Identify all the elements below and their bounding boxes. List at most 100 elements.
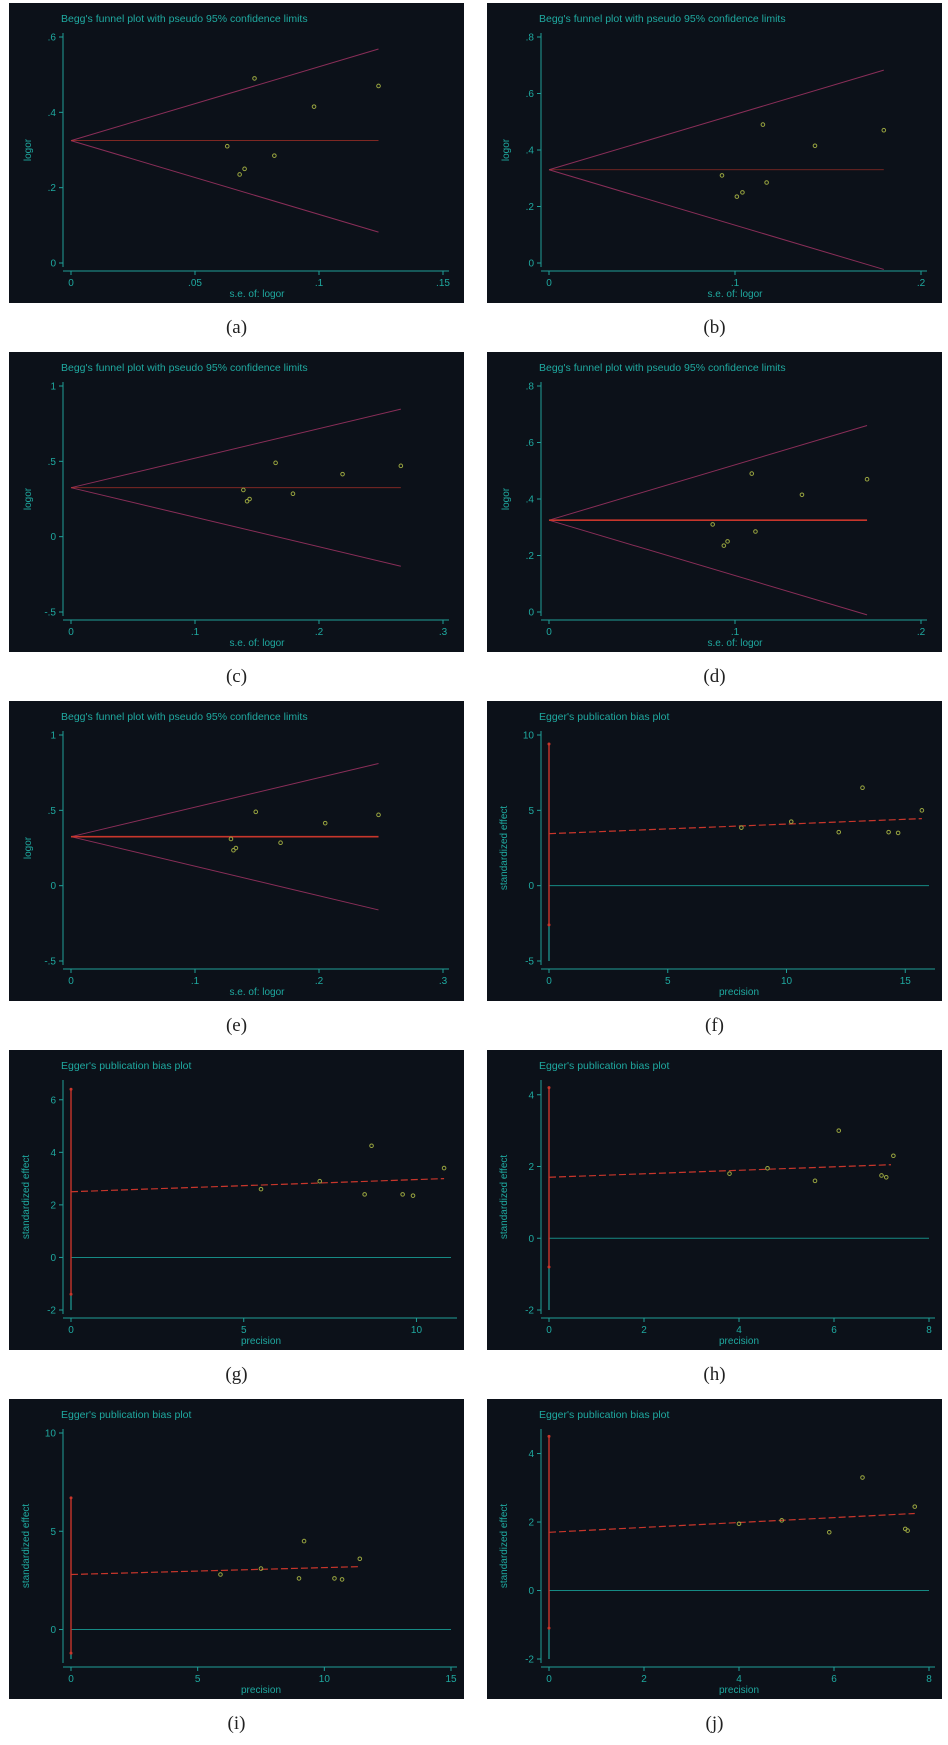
x-tick-label: 4 [736,1325,742,1336]
x-tick-label: .1 [191,976,200,987]
x-tick-label: .2 [315,627,324,638]
data-point [332,1576,337,1581]
data-point [765,1166,770,1171]
chart-svg: Begg's funnel plot with pseudo 95% confi… [23,362,449,649]
chart-panel: Egger's publication bias plot -2 0 2 4 0 2 4 6 8 p… [487,1050,942,1350]
data-point [727,1171,732,1176]
x-tick-label: 8 [926,1674,932,1685]
y-tick-label: .8 [526,382,535,393]
data-point [905,1528,910,1533]
data-point [881,127,887,133]
y-tick-label: 0 [528,1586,534,1597]
y-tick-label: 4 [528,1090,534,1101]
data-point [860,1475,865,1480]
regression-line [548,818,922,835]
y-axis-label: logor [501,138,512,161]
data-point [228,836,234,842]
chart-panel: Egger's publication bias plot -2 0 2 4 0 2 4 6 8 p… [487,1399,942,1699]
x-tick-label: 6 [831,1674,837,1685]
regression-line [548,1512,915,1533]
x-tick-label: 0 [68,976,74,987]
x-tick-label: 10 [781,976,793,987]
data-point [879,1173,884,1178]
data-point [357,1556,363,1562]
data-point [886,829,891,835]
ci-lower-marker [547,1626,551,1630]
x-tick-label: 5 [195,1674,201,1685]
data-point [895,830,901,836]
data-point [278,840,283,846]
y-axis-label: logor [501,487,512,510]
chart-panel: Begg's funnel plot with pseudo 95% confi… [487,352,942,652]
chart-panel: Egger's publication bias plot -5 0 5 10 0 5 10 1… [487,701,942,1001]
y-axis-label: standardized effect [499,806,510,891]
x-axis-label: precision [719,1685,759,1696]
data-point [760,122,766,127]
ci-upper-marker [69,1496,73,1500]
data-point [237,172,242,177]
y-tick-label: .5 [48,806,57,817]
ci-upper-marker [69,1087,73,1091]
chart-panel: Begg's funnel plot with pseudo 95% confi… [9,3,464,303]
x-tick-label: .1 [731,278,740,289]
data-point [322,820,328,826]
y-tick-label: -.5 [44,957,56,968]
y-tick-label: .4 [526,146,535,157]
chart-svg: Egger's publication bias plot -2 0 2 4 0 2 4 6 8 p… [499,1060,935,1347]
ci-upper-marker [547,742,551,746]
x-axis-label: s.e. of: logor [229,289,285,300]
data-point [812,1178,818,1184]
data-point [740,190,745,195]
y-tick-label: 10 [523,731,535,742]
data-point [749,471,755,476]
chart-panel: Begg's funnel plot with pseudo 95% confi… [487,3,942,303]
y-tick-label: 0 [528,1234,534,1245]
x-tick-label: .1 [315,278,324,289]
data-point [290,491,296,497]
data-point [317,1178,323,1184]
chart-svg: Egger's publication bias plot 0 5 10 0 5 10 15 p… [21,1409,457,1696]
data-point [224,143,230,149]
data-point [301,1538,307,1544]
panel-caption: (b) [703,317,726,338]
y-tick-label: 0 [50,532,56,543]
y-axis-label: standardized effect [21,1155,32,1240]
data-point [339,1577,345,1582]
ci-lower-marker [547,1265,551,1269]
y-tick-label: 5 [50,1527,56,1538]
data-point [836,829,842,835]
data-point [860,785,865,791]
regression-line [70,1566,360,1576]
x-tick-label: 0 [546,976,552,987]
x-axis-label: s.e. of: logor [707,638,763,649]
data-point [253,809,259,815]
y-tick-label: .4 [526,495,535,506]
data-point [242,166,247,172]
chart-title: Egger's publication bias plot [539,1409,670,1421]
data-point [826,1530,832,1535]
y-tick-label: 0 [528,259,534,270]
y-tick-label: .6 [526,89,535,100]
lower-confidence-limit [70,487,401,567]
x-axis-label: precision [719,987,759,998]
x-tick-label: .1 [191,627,200,638]
data-point [241,487,246,493]
y-tick-label: 1 [50,731,56,742]
chart-title: Egger's publication bias plot [539,711,670,723]
data-point [362,1192,367,1197]
data-point [247,496,252,502]
upper-confidence-limit [548,425,868,521]
panel-caption: (f) [705,1015,724,1036]
y-tick-label: 2 [528,1162,534,1173]
y-axis-label: standardized effect [21,1504,32,1589]
data-point [891,1153,896,1159]
x-tick-label: .2 [917,278,926,289]
data-point [883,1174,889,1180]
panel-caption: (a) [225,317,248,338]
x-tick-label: 0 [68,627,74,638]
ci-lower-marker [69,1292,73,1296]
y-tick-label: .2 [526,551,535,562]
chart-title: Begg's funnel plot with pseudo 95% confi… [61,362,308,374]
x-tick-label: 0 [546,1325,552,1336]
data-point [258,1566,264,1571]
